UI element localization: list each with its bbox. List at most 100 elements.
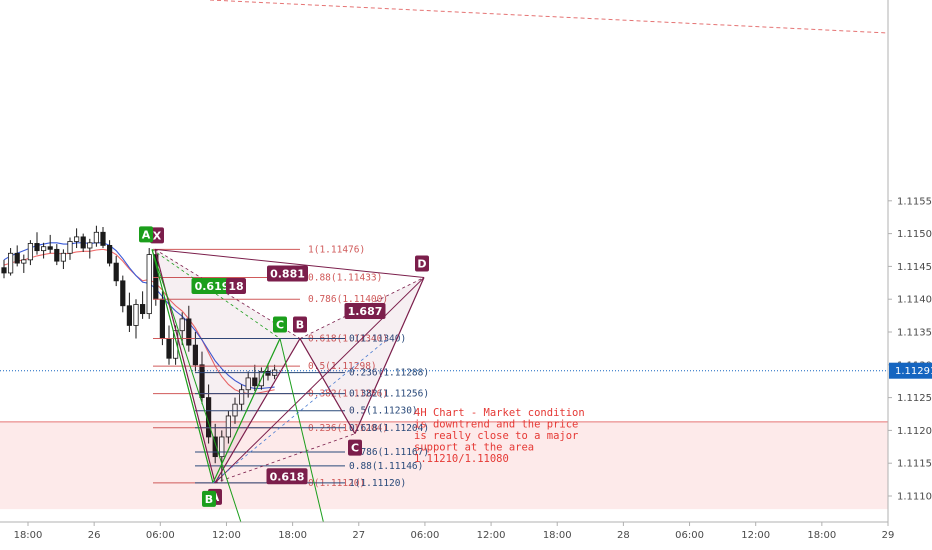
pattern-bd-dashed [299,277,425,339]
ratio-badge-partial-label: 18 [228,280,243,293]
candle [238,384,245,411]
pattern-leg-BC [299,338,356,434]
candle-body-up [60,252,67,262]
pattern-point-b-badge: B [293,316,307,333]
candle [113,255,119,287]
candle [225,410,231,444]
candle-body-up [133,304,139,326]
candle [93,225,99,247]
blue-fib-label: 1(1.11120) [349,478,406,489]
price-tick-label: 1.11450 [897,262,932,273]
candle [21,254,27,273]
annotation-line: support at the area [414,442,534,454]
ratio-badge-bd-bg [344,303,386,320]
blue-fib-label: 0.5(1.11230) [349,406,418,417]
candle-body-down [212,436,218,458]
trendline-layer [0,0,889,372]
candle-body-down [113,262,119,282]
candle-body-up [146,254,152,315]
time-tick-label: 26 [88,530,101,541]
support-zone-layer [0,421,888,510]
candle [54,244,60,266]
candle-body-down [107,245,113,264]
time-tick-label: 18:00 [807,530,836,541]
time-tick-label: 27 [352,530,365,541]
candle-body-up [93,231,99,244]
time-axis-panel [0,522,888,550]
green-point-b-badge: B [202,490,216,507]
price-axis-panel [888,0,932,550]
candle-body-down [199,364,205,398]
green-point-c-badge-bg [273,316,287,333]
ratio-badge-ac: 0.618 [266,468,308,485]
candle-body-up [21,259,27,264]
pattern-point-x-badge-label: X [153,229,162,242]
candle [74,228,80,249]
price-tick-label: 1.11550 [897,196,932,207]
green-point-a-badge-label: A [142,228,151,241]
dotted-trendline [209,0,889,34]
red-fib-label: 0.786(1.11400) [308,294,388,305]
candle-body-down [120,280,126,307]
green-leg-ab [151,249,214,484]
candle-body-down [54,248,60,262]
candle-body-up [219,436,225,458]
candle-body-up [87,242,93,249]
green-point-a-badge-bg [139,226,153,243]
annotation-line: 1.11210/1.11080 [414,453,509,465]
candle [107,240,113,267]
ratio-badge-green-label: 0.619 [195,280,230,293]
ratio-badge-green: 0.619 [191,277,233,294]
ratio-badge-ac-bg [266,468,308,485]
green-point-b-badge-bg [202,490,216,507]
red-fib-label: 0.618(1.11340) [308,334,388,345]
support-zone [0,421,888,510]
candle-body-down [1,267,7,274]
current-price-badge [889,362,932,379]
time-tick-label: 29 [882,530,895,541]
time-tick-label: 18:00 [278,530,307,541]
candle [100,227,106,249]
pattern-point-b-badge-label: B [296,319,304,332]
candle-body-down [100,231,106,246]
candle [179,312,185,346]
pattern-xd-line [154,248,425,279]
red-fib-label: 0.382(1.11256) [308,389,388,400]
blue-fib-label: 0(1.11340) [349,334,406,345]
moving-average-layer [3,242,275,395]
green-leg-bc [212,338,281,484]
candle-body-down [126,305,132,326]
price-tick-label: 1.11400 [897,295,932,306]
ratio-badge-xd-label: 0.881 [270,267,305,280]
price-tick-label: 1.11350 [897,328,932,339]
time-tick-label: 06:00 [411,530,440,541]
candle-body-down [80,236,86,249]
candle-body-down [14,252,20,264]
candle-body-down [252,377,258,387]
candle-body-down [192,344,198,366]
pattern-ad-line [214,277,425,484]
candle [219,430,225,482]
candle [60,249,67,270]
time-tick-label: 12:00 [741,530,770,541]
candle-body-up [232,403,238,417]
candle [87,238,93,259]
pattern-point-x-badge-bg [150,227,164,244]
pattern-point-c-badge-bg [348,439,362,456]
candle-body-up [179,318,185,332]
blue-fib-label: 0.786(1.11167) [349,447,429,458]
harmonic-pattern-layer [151,248,425,550]
candle-body-up [67,241,73,254]
candle [126,292,132,332]
red-fib-label: 1(1.11476) [308,244,365,255]
moving-average-2 [3,242,275,389]
green-point-a-badge: A [139,226,153,243]
candle-body-down [166,338,172,359]
price-tick-label: 1.11100 [897,492,932,503]
candle [14,245,20,267]
